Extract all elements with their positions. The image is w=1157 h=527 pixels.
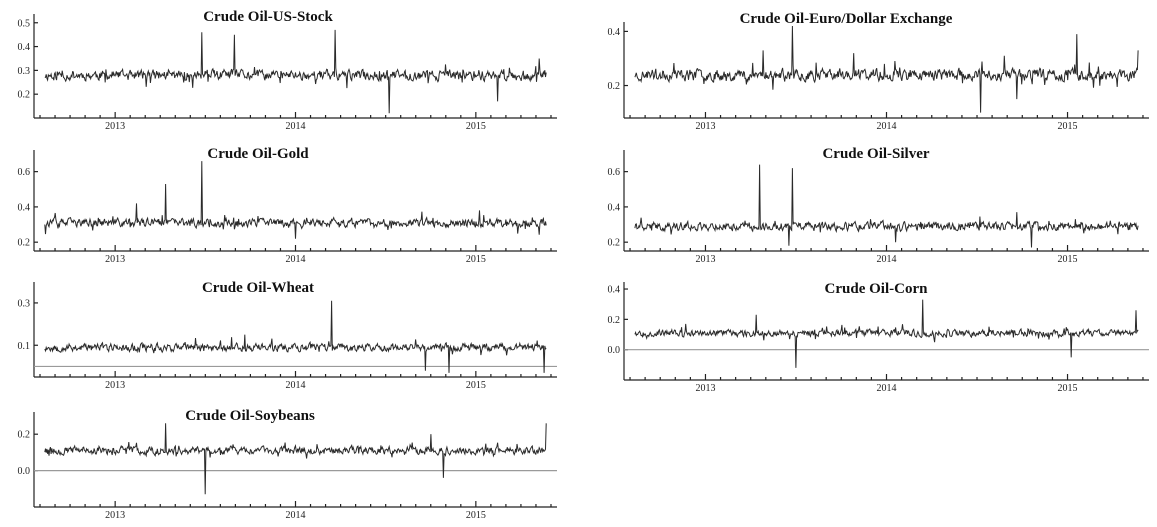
y-tick-label: 0.4: [18, 42, 31, 53]
y-tick-label: 0.6: [18, 167, 31, 178]
y-tick-label: 0.3: [18, 298, 31, 309]
x-tick-label: 2015: [466, 380, 486, 391]
x-tick-label: 2015: [466, 510, 486, 521]
chart-title: Crude Oil-US-Stock: [203, 9, 333, 25]
chart-title: Crude Oil-Silver: [822, 146, 929, 162]
x-tick-label: 2015: [1058, 254, 1078, 265]
x-tick-label: 2015: [1058, 121, 1078, 132]
series-line: [634, 299, 1139, 368]
chart-panel-us-stock: Crude Oil-US-Stock 0.2 0.3 0.4 0.5 2013 2014 20…: [0, 0, 565, 133]
y-tick-label: 0.0: [18, 466, 31, 477]
x-tick-label: 2013: [695, 383, 715, 394]
x-tick-label: 2014: [877, 254, 897, 265]
y-tick-label: 0.2: [608, 238, 621, 249]
chart-panel-wheat: Crude Oil-Wheat 0.1 0.3 2013 2014 2015: [0, 272, 565, 398]
series-line: [634, 25, 1139, 113]
y-tick-label: 0.4: [608, 285, 621, 296]
chart-panel-corn: Crude Oil-Corn 0.0 0.2 0.4 2013 2014 2015: [590, 272, 1157, 398]
chart-title: Crude Oil-Soybeans: [185, 408, 315, 424]
x-tick-label: 2014: [286, 510, 306, 521]
chart-svg-silver: Crude Oil-Silver 0.2 0.4 0.6 2013 2014 2015: [608, 146, 1149, 265]
chart-svg-corn: Crude Oil-Corn 0.0 0.2 0.4 2013 2014 2015: [608, 281, 1149, 394]
chart-svg-euro-dollar: Crude Oil-Euro/Dollar Exchange 0.2 0.4 2013…: [608, 11, 1149, 132]
x-tick-label: 2013: [105, 510, 125, 521]
y-tick-label: 0.2: [18, 430, 31, 441]
chart-title: Crude Oil-Wheat: [202, 280, 314, 296]
x-tick-label: 2013: [105, 121, 125, 132]
y-tick-label: 0.6: [608, 167, 621, 178]
x-tick-label: 2013: [105, 380, 125, 391]
y-tick-label: 0.4: [18, 202, 31, 213]
x-tick-label: 2015: [1058, 383, 1078, 394]
chart-panel-soybeans: Crude Oil-Soybeans 0.0 0.2 2013 2014 2015: [0, 400, 565, 527]
series-line: [44, 300, 547, 373]
x-tick-label: 2014: [877, 121, 897, 132]
x-tick-label: 2015: [466, 254, 486, 265]
series-line: [44, 161, 547, 239]
x-tick-label: 2014: [286, 254, 306, 265]
y-tick-label: 0.0: [608, 345, 621, 356]
series-line: [44, 29, 547, 114]
series-line: [44, 423, 547, 495]
chart-svg-us-stock: Crude Oil-US-Stock 0.2 0.3 0.4 0.5 2013 2014 20…: [18, 9, 557, 132]
x-tick-label: 2014: [877, 383, 897, 394]
x-tick-label: 2014: [286, 380, 306, 391]
x-tick-label: 2015: [466, 121, 486, 132]
y-tick-label: 0.2: [608, 315, 621, 326]
y-tick-label: 0.5: [18, 18, 31, 29]
chart-svg-wheat: Crude Oil-Wheat 0.1 0.3 2013 2014 2015: [18, 280, 557, 391]
y-tick-label: 0.2: [18, 238, 31, 249]
series-line: [634, 164, 1139, 248]
chart-panel-silver: Crude Oil-Silver 0.2 0.4 0.6 2013 2014 2015: [590, 138, 1157, 270]
y-tick-label: 0.4: [608, 202, 621, 213]
y-tick-label: 0.4: [608, 27, 621, 38]
y-tick-label: 0.1: [18, 341, 31, 352]
chart-title: Crude Oil-Euro/Dollar Exchange: [740, 11, 953, 27]
y-tick-label: 0.2: [18, 90, 31, 101]
y-tick-label: 0.3: [18, 66, 31, 77]
y-tick-label: 0.2: [608, 81, 621, 92]
chart-svg-soybeans: Crude Oil-Soybeans 0.0 0.2 2013 2014 2015: [18, 408, 557, 521]
x-tick-label: 2013: [695, 121, 715, 132]
chart-panel-euro-dollar: Crude Oil-Euro/Dollar Exchange 0.2 0.4 2013…: [590, 0, 1157, 133]
chart-svg-gold: Crude Oil-Gold 0.2 0.4 0.6 2013 2014 2015: [18, 146, 557, 265]
chart-title: Crude Oil-Gold: [207, 146, 309, 162]
x-tick-label: 2014: [286, 121, 306, 132]
chart-panel-gold: Crude Oil-Gold 0.2 0.4 0.6 2013 2014 2015: [0, 138, 565, 270]
x-tick-label: 2013: [695, 254, 715, 265]
chart-title: Crude Oil-Corn: [825, 281, 929, 297]
x-tick-label: 2013: [105, 254, 125, 265]
